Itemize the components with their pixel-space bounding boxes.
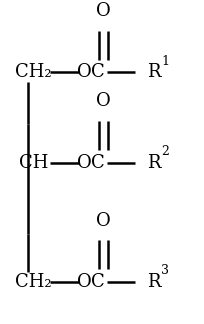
Text: CH₂: CH₂ [15,64,52,81]
Text: R: R [147,154,160,172]
Text: C: C [91,154,105,172]
Text: R: R [147,64,160,81]
Text: O: O [77,154,92,172]
Text: 1: 1 [161,55,169,68]
Text: CH₂: CH₂ [15,273,52,291]
Text: 3: 3 [161,264,169,277]
Text: O: O [77,273,92,291]
Text: C: C [91,273,105,291]
Text: O: O [96,212,110,230]
Text: O: O [77,64,92,81]
Text: CH: CH [19,154,48,172]
Text: C: C [91,64,105,81]
Text: 2: 2 [161,145,169,158]
Text: O: O [96,92,110,110]
Text: O: O [96,2,110,20]
Text: R: R [147,273,160,291]
